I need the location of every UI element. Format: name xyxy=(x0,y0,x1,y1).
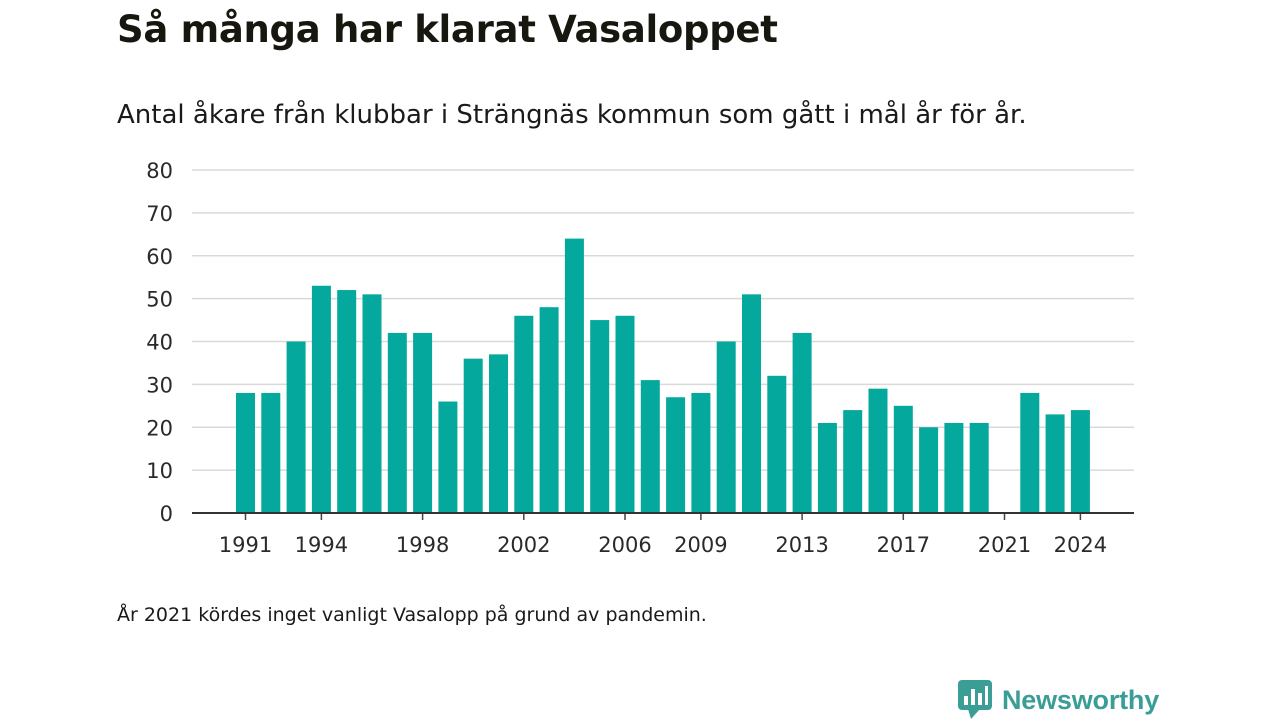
y-tick-label: 80 xyxy=(146,159,173,183)
bar xyxy=(261,392,281,513)
bar xyxy=(362,294,382,513)
x-tick-label: 2009 xyxy=(674,533,727,557)
bar xyxy=(843,410,863,513)
bar xyxy=(893,405,913,513)
x-tick-label: 2013 xyxy=(775,533,828,557)
bar xyxy=(1045,414,1065,513)
bar xyxy=(767,375,787,513)
grid-lines xyxy=(192,169,1134,471)
bar xyxy=(311,285,331,513)
x-tick-label: 2006 xyxy=(598,533,651,557)
x-tick-label: 1991 xyxy=(219,533,272,557)
bar xyxy=(337,290,357,513)
bar xyxy=(590,320,610,513)
y-tick-label: 70 xyxy=(146,202,173,226)
bar xyxy=(868,388,888,513)
bar xyxy=(792,332,812,513)
bar xyxy=(944,422,964,513)
y-tick-label: 0 xyxy=(160,502,173,526)
bar-chart: 0 10 20 30 40 50 60 70 80 1991 1994 1998 2002 2006 20… xyxy=(146,159,1134,557)
y-tick-label: 60 xyxy=(146,245,173,269)
bar xyxy=(236,392,255,513)
x-tick-label: 2002 xyxy=(497,533,550,557)
newsworthy-logo-icon xyxy=(958,680,992,719)
bar xyxy=(564,238,584,513)
bar xyxy=(1070,410,1090,513)
bar xyxy=(817,422,837,513)
bar xyxy=(514,315,534,513)
y-axis-ticks: 0 10 20 30 40 50 60 70 80 xyxy=(146,159,173,526)
bar xyxy=(716,341,736,513)
x-tick-label: 1998 xyxy=(396,533,449,557)
bar xyxy=(1020,392,1040,513)
bars xyxy=(236,238,1090,513)
y-tick-label: 40 xyxy=(146,331,173,355)
bar xyxy=(691,392,711,513)
bar xyxy=(463,358,483,513)
chart-title: Så många har klarat Vasaloppet xyxy=(117,8,778,51)
bar xyxy=(438,401,458,513)
footnote: År 2021 kördes inget vanligt Vasalopp på… xyxy=(117,604,707,626)
chart-subtitle: Antal åkare från klubbar i Strängnäs kom… xyxy=(117,100,1027,130)
bar xyxy=(286,341,306,513)
y-tick-label: 10 xyxy=(146,459,173,483)
bar xyxy=(387,332,407,513)
bar xyxy=(640,380,660,513)
bar xyxy=(742,294,761,513)
bar xyxy=(919,427,939,513)
bar xyxy=(615,315,635,513)
bar xyxy=(666,397,686,513)
brand: Newsworthy xyxy=(958,680,1159,720)
y-tick-label: 50 xyxy=(146,288,173,312)
brand-name: Newsworthy xyxy=(1002,684,1160,715)
x-tick-label: 2021 xyxy=(978,533,1031,557)
y-tick-label: 20 xyxy=(146,416,173,440)
x-tick-label: 2024 xyxy=(1054,533,1107,557)
y-tick-label: 30 xyxy=(146,373,173,397)
bar xyxy=(539,307,559,513)
x-axis-ticks: 1991 1994 1998 2002 2006 2009 2013 2017 2021 2024 xyxy=(219,513,1107,557)
x-tick-label: 2017 xyxy=(877,533,930,557)
x-tick-label: 1994 xyxy=(295,533,348,557)
bar xyxy=(413,332,433,513)
bar xyxy=(969,422,989,513)
bar xyxy=(489,354,508,513)
